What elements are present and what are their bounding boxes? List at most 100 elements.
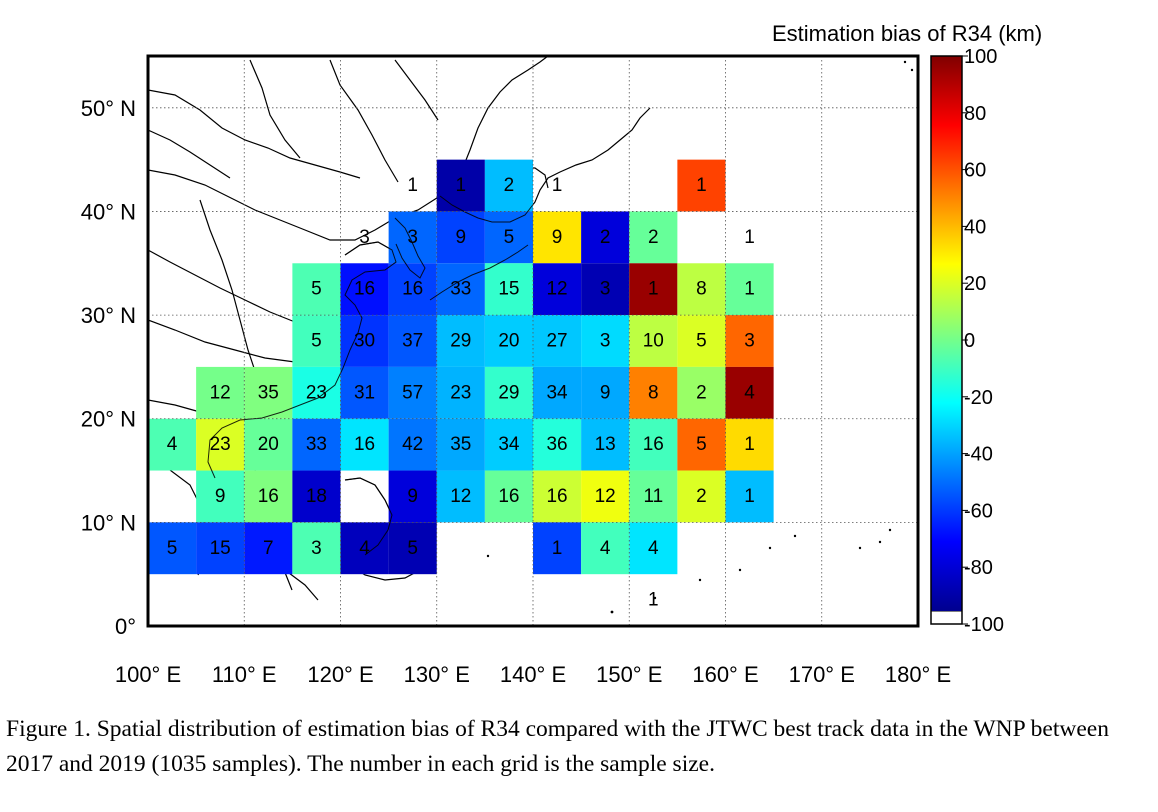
heatmap-cell — [484, 159, 533, 212]
heatmap-cell — [436, 263, 485, 316]
heatmap-cell — [484, 470, 533, 523]
heatmap-cell — [677, 159, 726, 212]
sample-count: 11 — [643, 486, 663, 507]
heatmap-cell — [581, 263, 630, 316]
sample-count: 7 — [263, 538, 274, 559]
heatmap-cell — [533, 315, 582, 367]
heatmap-cell — [484, 211, 533, 264]
sample-count: 9 — [600, 382, 611, 403]
heatmap-cell — [677, 263, 726, 316]
sample-count: 34 — [498, 434, 520, 455]
y-tick-label: 10° N — [81, 510, 136, 535]
heatmap-cell — [677, 418, 726, 471]
heatmap-cell — [340, 418, 389, 471]
y-tick-label: 50° N — [81, 96, 136, 121]
heatmap-cell — [436, 159, 485, 212]
heatmap-cell — [581, 211, 630, 264]
heatmap-cell — [196, 418, 245, 471]
heatmap-cell — [484, 315, 533, 367]
heatmap-cell — [581, 418, 630, 471]
colorbar-gradient — [931, 56, 962, 611]
heatmap-cell — [533, 211, 582, 264]
sample-count: 3 — [311, 538, 322, 559]
sample-count: 1 — [456, 175, 467, 196]
sample-count: 37 — [402, 331, 423, 352]
colorbar-tick-label: -60 — [964, 500, 993, 522]
x-tick-label: 130° E — [404, 662, 470, 687]
heatmap-cell — [388, 522, 437, 575]
sample-count: 9 — [456, 227, 467, 248]
sample-count: 35 — [258, 382, 279, 403]
colorbar-tick-label: -20 — [964, 387, 993, 409]
heatmap-cells — [148, 159, 774, 575]
sample-count: 15 — [498, 279, 519, 300]
heatmap-cell — [725, 470, 774, 523]
colorbar-title: Estimation bias of R34 (km) — [772, 21, 1042, 46]
heatmap-cell — [533, 263, 582, 316]
sample-count: 33 — [306, 434, 327, 455]
sample-count: 12 — [546, 279, 567, 300]
sample-count: 8 — [648, 382, 659, 403]
sample-count: 12 — [595, 486, 616, 507]
sample-count: 8 — [696, 279, 707, 300]
heatmap-cell — [533, 522, 582, 575]
heatmap-cell — [244, 366, 293, 419]
x-tick-label: 160° E — [692, 662, 758, 687]
heatmap-cell — [292, 418, 341, 471]
heatmap-cell — [292, 315, 341, 367]
sample-count: 29 — [450, 331, 471, 352]
heatmap-cell — [292, 470, 341, 523]
sample-count: 12 — [210, 382, 231, 403]
sample-count: 9 — [407, 486, 418, 507]
sample-count: 20 — [498, 331, 519, 352]
sample-count: 31 — [354, 382, 375, 403]
sample-count: 4 — [600, 538, 611, 559]
heatmap-cell — [629, 366, 678, 419]
heatmap-cell — [340, 522, 389, 575]
x-tick-label: 170° E — [789, 662, 855, 687]
heatmap-cell — [148, 522, 197, 575]
heatmap-cell — [725, 263, 774, 316]
heatmap-cell — [629, 470, 678, 523]
heatmap-cell — [388, 418, 437, 471]
heatmap-cell — [436, 470, 485, 523]
heatmap-cell — [244, 522, 293, 575]
sample-count: 16 — [498, 486, 519, 507]
y-tick-label: 20° N — [81, 407, 136, 432]
sample-count: 5 — [696, 434, 707, 455]
heatmap-cell — [629, 263, 678, 316]
sample-count: 1 — [744, 486, 755, 507]
sample-count: 16 — [354, 279, 375, 300]
heatmap-cell — [581, 522, 630, 575]
sample-count: 1 — [648, 279, 659, 300]
sample-count: 4 — [359, 538, 370, 559]
y-tick-label: 0° — [115, 614, 136, 639]
sample-count: 16 — [354, 434, 375, 455]
sample-count: 1 — [648, 590, 659, 611]
heatmap-cell — [436, 418, 485, 471]
heatmap-cell — [629, 522, 678, 575]
sample-count: 27 — [546, 331, 567, 352]
sample-count: 1 — [696, 175, 707, 196]
sample-count: 12 — [450, 486, 471, 507]
heatmap-cell — [340, 366, 389, 419]
sample-count: 3 — [744, 331, 755, 352]
coastline-overlay — [207, 195, 536, 556]
sample-count: 13 — [595, 434, 616, 455]
sample-count: 3 — [359, 227, 370, 248]
y-tick-label: 40° N — [81, 199, 136, 224]
heatmap-cell — [581, 315, 630, 367]
colorbar-tick-label: 80 — [964, 103, 986, 125]
sample-count: 5 — [504, 227, 515, 248]
x-axis-tick-labels: 100° E 110° E 120° E 130° E 140° E 150° E 160°… — [115, 662, 951, 687]
sample-count: 23 — [306, 382, 327, 403]
colorbar-tick-label: 20 — [964, 273, 986, 295]
heatmap-cell — [629, 315, 678, 367]
map-frame — [146, 54, 920, 628]
sample-count: 15 — [210, 538, 231, 559]
sample-count: 3 — [600, 279, 611, 300]
heatmap-cell — [629, 418, 678, 471]
sample-count: 5 — [311, 279, 322, 300]
sample-count: 16 — [546, 486, 567, 507]
heatmap-cell — [533, 366, 582, 419]
